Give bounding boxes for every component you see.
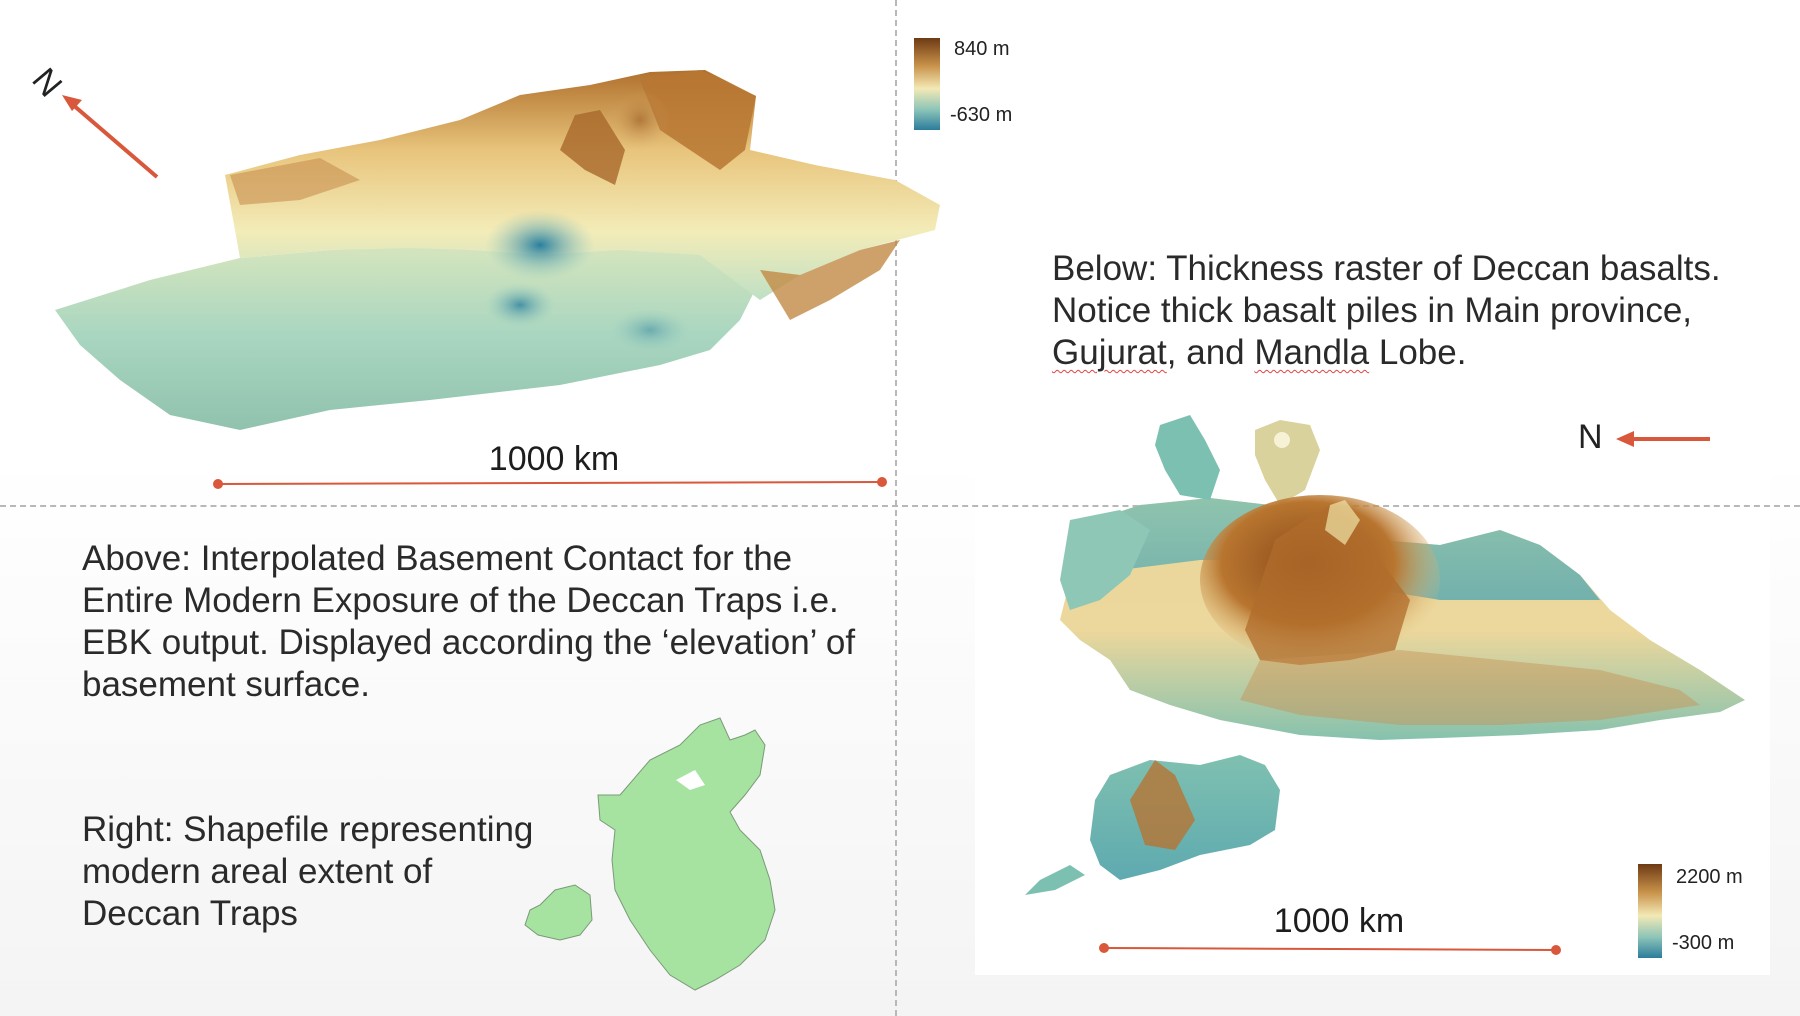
caption-above-line1: Above: Interpolated Basement Contact for… — [82, 539, 793, 578]
caption-above-line3: EBK output. Displayed according the ‘ele… — [82, 623, 856, 662]
caption-below-line3-mid: , and — [1166, 333, 1255, 372]
caption-below-line2: Notice thick basalt piles in Main provin… — [1052, 291, 1693, 330]
north-arrow-head — [62, 95, 82, 111]
horizontal-divider — [0, 505, 1800, 507]
caption-above: Above: Interpolated Basement Contact for… — [82, 538, 882, 706]
caption-below-line3: Gujurat, and Mandla Lobe. — [1052, 332, 1792, 374]
legend-min-label-right: -300 m — [1672, 932, 1735, 954]
caption-right-line2: modern areal extent of — [82, 852, 433, 891]
scale-label-right: 1000 km — [1273, 902, 1405, 940]
caption-below: Below: Thickness raster of Deccan basalt… — [1052, 248, 1792, 374]
caption-right-line3: Deccan Traps — [82, 894, 298, 933]
north-arrow-head-right — [1616, 431, 1634, 447]
caption-above-line2: Entire Modern Exposure of the Deccan Tra… — [82, 581, 839, 620]
caption-right-line1: Right: Shapefile representing — [82, 810, 534, 849]
basement-surface-map — [55, 70, 940, 489]
scale-bar-end — [877, 477, 887, 487]
north-arrow-shaft — [70, 102, 159, 179]
scale-bar-start-right — [1099, 943, 1109, 953]
legend-max-label-top: 840 m — [954, 38, 1010, 60]
caption-right: Right: Shapefile representing modern are… — [82, 809, 562, 935]
scale-bar-end-right — [1551, 945, 1561, 955]
legend-min-label-top: -630 m — [950, 104, 1013, 126]
caption-below-line1: Below: Thickness raster of Deccan basalt… — [1052, 249, 1721, 288]
scale-bar-line-right — [1103, 947, 1557, 951]
scale-label-top: 1000 km — [488, 440, 620, 478]
vertical-divider — [895, 0, 897, 1016]
caption-above-line4: basement surface. — [82, 665, 370, 704]
north-label-right: N — [1578, 418, 1603, 456]
scale-bar-start — [213, 479, 223, 489]
caption-word-gujurat: Gujurat — [1052, 333, 1167, 372]
legend-colorbar-right — [1638, 864, 1662, 958]
caption-below-line3-end: Lobe. — [1369, 333, 1467, 372]
legend-max-label-right: 2200 m — [1676, 866, 1743, 888]
legend-colorbar-top — [914, 38, 940, 130]
scale-bar-line — [217, 481, 883, 485]
caption-word-mandla: Mandla — [1254, 333, 1370, 372]
